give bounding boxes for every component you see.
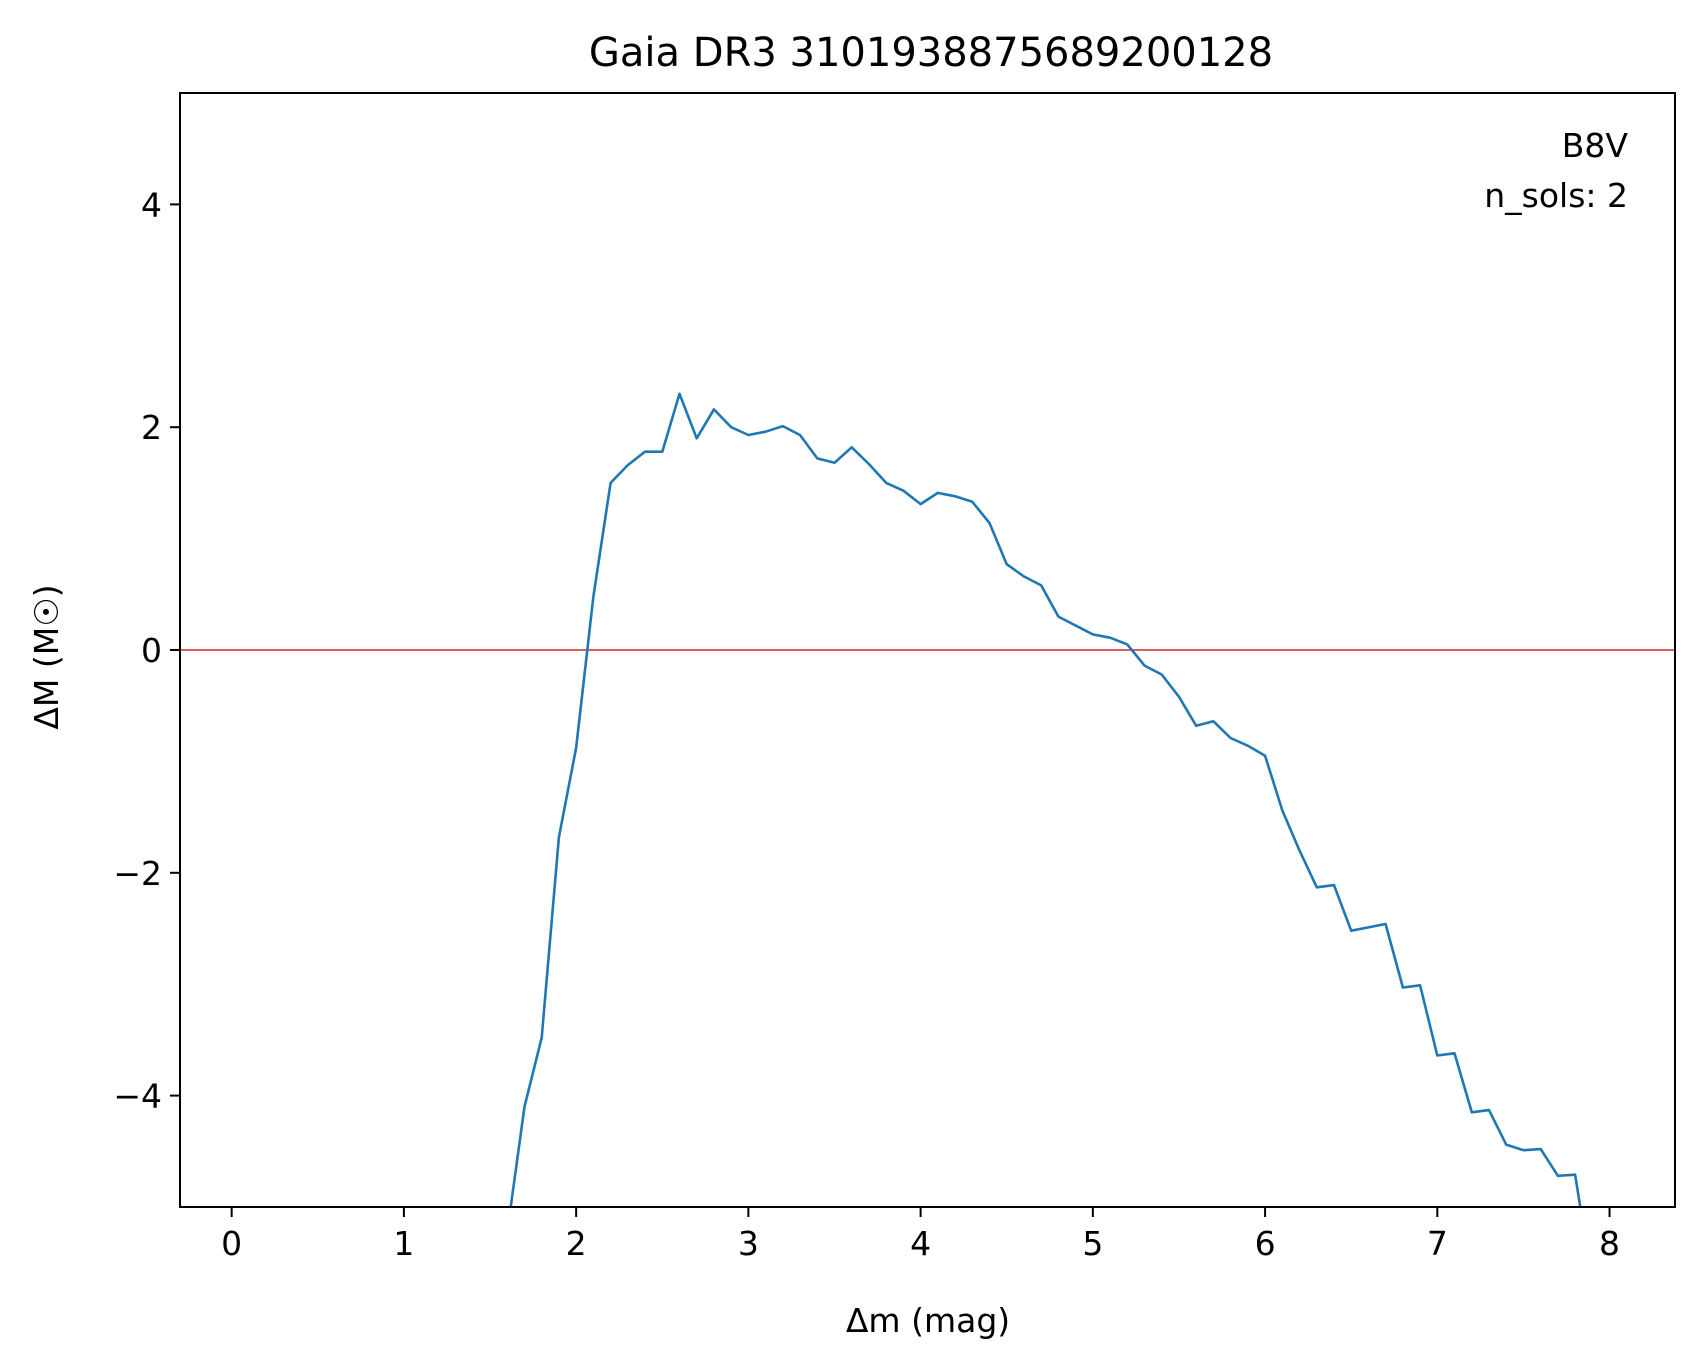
x-tick-label: 3 [738, 1224, 759, 1263]
y-tick-label: 4 [141, 185, 162, 224]
x-axis-ticks: 0 1 2 3 4 5 6 7 8 [221, 1207, 1620, 1263]
annotation-spectral-type: B8V [1562, 126, 1629, 165]
x-axis-label: Δm (mag) [846, 1301, 1010, 1340]
axes-frame [179, 92, 1676, 1208]
x-tick-label: 2 [566, 1224, 587, 1263]
x-tick-label: 5 [1082, 1224, 1103, 1263]
x-tick-label: 6 [1255, 1224, 1276, 1263]
x-tick-label: 8 [1599, 1224, 1620, 1263]
y-tick-label: 2 [141, 408, 162, 447]
y-tick-label: −4 [113, 1077, 162, 1116]
y-axis-label: ΔM (M☉) [27, 584, 66, 729]
x-tick-label: 1 [393, 1224, 414, 1263]
chart-title: Gaia DR3 3101938875689200128 [589, 30, 1273, 76]
series-line [509, 392, 1582, 1208]
y-tick-label: 0 [141, 631, 162, 670]
annotation-n-sols: n_sols: 2 [1484, 176, 1628, 215]
plot-area [180, 392, 1675, 1208]
x-tick-label: 0 [221, 1224, 242, 1263]
x-tick-label: 4 [910, 1224, 931, 1263]
x-tick-label: 7 [1427, 1224, 1448, 1263]
y-tick-label: −2 [113, 854, 162, 893]
y-axis-ticks: −4 −2 0 2 4 [113, 185, 180, 1116]
